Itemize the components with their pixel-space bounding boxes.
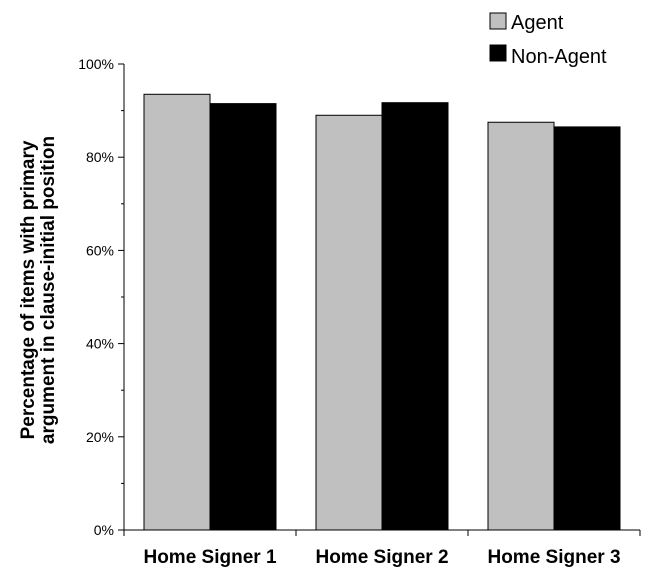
y-tick-label: 100%: [78, 56, 114, 72]
x-category-label: Home Signer 3: [487, 547, 620, 568]
bar-non-agent-3: [553, 126, 621, 531]
y-axis-label: Percentage of items with primary argumen…: [18, 136, 59, 444]
x-axis: Home Signer 1 Home Signer 2 Home Signer 3: [123, 529, 641, 568]
bar-agent-3: [487, 121, 555, 531]
y-tick-label: 80%: [86, 149, 114, 165]
y-axis-label-line-1: Percentage of items with primary: [18, 140, 39, 439]
bar-non-agent-1: [209, 103, 277, 531]
legend-label-agent: Agent: [511, 12, 564, 34]
legend-swatch-agent: [489, 12, 507, 30]
bar-agent-1: [143, 93, 211, 531]
bars: [143, 93, 621, 531]
x-category-label: Home Signer 1: [143, 547, 276, 568]
legend-label-non-agent: Non-Agent: [511, 46, 607, 68]
bar-agent-2: [315, 114, 383, 531]
y-tick-label: 20%: [86, 429, 114, 445]
y-tick-label: 0%: [94, 522, 114, 538]
legend: Agent Non-Agent: [489, 12, 607, 68]
y-axis: 0% 20% 40% 60% 80% 100%: [78, 56, 125, 538]
y-axis-label-line-2: argument in clause-initial position: [38, 136, 59, 444]
y-tick-label: 60%: [86, 242, 114, 258]
legend-swatch-non-agent: [489, 44, 507, 62]
bar-non-agent-2: [381, 102, 449, 531]
y-tick-label: 40%: [86, 336, 114, 352]
x-category-label: Home Signer 2: [315, 547, 448, 568]
